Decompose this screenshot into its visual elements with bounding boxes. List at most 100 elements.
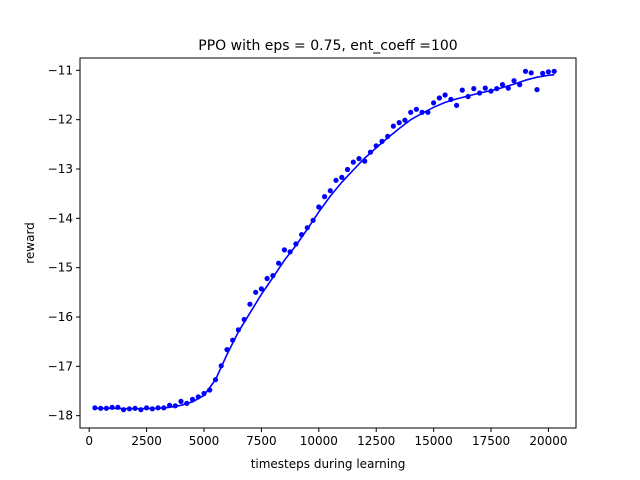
- data-point: [494, 86, 500, 92]
- x-tick-label: 15000: [415, 434, 453, 448]
- data-point: [482, 85, 488, 91]
- data-point: [511, 78, 517, 84]
- data-point: [287, 249, 293, 255]
- data-point: [322, 194, 328, 200]
- data-point: [310, 217, 316, 223]
- data-point: [362, 158, 368, 164]
- plot-frame: [79, 57, 577, 429]
- y-axis-label: reward: [23, 222, 37, 264]
- data-point: [121, 407, 127, 413]
- data-point: [528, 70, 534, 76]
- data-point: [436, 95, 442, 101]
- data-point: [477, 90, 483, 96]
- data-point: [138, 407, 144, 413]
- data-point: [344, 166, 351, 173]
- data-point: [178, 398, 184, 404]
- x-tick-label: 20000: [529, 434, 567, 448]
- data-point: [281, 247, 287, 253]
- data-point: [155, 405, 161, 411]
- data-point: [264, 275, 270, 282]
- data-point: [201, 390, 207, 397]
- data-point: [161, 405, 167, 411]
- data-point: [522, 68, 529, 74]
- x-axis: 0 2500 5000 7500 10000 12500 15000 17500 20000: [85, 428, 568, 448]
- data-point: [327, 188, 333, 194]
- data-point: [270, 273, 276, 279]
- data-point: [293, 241, 299, 247]
- y-tick-label: −15: [48, 261, 73, 275]
- data-point: [465, 93, 471, 100]
- x-tick-label: 7500: [246, 434, 277, 448]
- data-point: [379, 138, 385, 144]
- x-tick-label: 10000: [300, 434, 338, 448]
- data-point: [373, 143, 379, 149]
- data-point: [126, 406, 132, 412]
- y-tick-label: −16: [48, 310, 73, 324]
- data-point: [517, 82, 523, 88]
- x-tick-label: 12500: [357, 434, 395, 448]
- data-point: [488, 88, 494, 94]
- y-tick-label: −13: [48, 162, 73, 176]
- data-point: [505, 85, 511, 91]
- y-tick-label: −11: [48, 63, 73, 77]
- data-point: [149, 406, 155, 412]
- data-point: [396, 120, 402, 126]
- data-point: [534, 87, 540, 93]
- data-point: [247, 301, 253, 307]
- data-point: [408, 109, 414, 115]
- data-point: [276, 260, 282, 266]
- data-point: [316, 204, 322, 210]
- data-point: [230, 337, 236, 343]
- data-point: [339, 174, 345, 180]
- data-point: [304, 225, 310, 231]
- data-point: [454, 102, 460, 108]
- data-point: [545, 69, 552, 75]
- data-point: [235, 327, 241, 333]
- data-point: [207, 387, 213, 393]
- fit-curve-line: [94, 74, 555, 410]
- data-point: [184, 400, 190, 406]
- x-tick-label: 17500: [472, 434, 510, 448]
- data-point: [258, 286, 264, 292]
- data-point: [109, 404, 115, 410]
- data-point: [390, 123, 396, 129]
- data-point: [333, 177, 339, 183]
- x-tick-label: 0: [85, 434, 93, 448]
- data-point: [253, 289, 259, 295]
- y-tick-label: −17: [48, 359, 73, 373]
- y-tick-label: −12: [48, 113, 73, 127]
- data-point: [442, 92, 448, 98]
- data-point: [144, 405, 150, 411]
- data-point: [459, 87, 465, 93]
- y-tick-label: −14: [48, 211, 73, 225]
- data-point: [471, 86, 477, 92]
- data-point: [413, 106, 419, 112]
- data-point: [448, 96, 454, 102]
- data-point: [224, 347, 230, 353]
- data-point: [402, 117, 408, 123]
- data-point: [103, 405, 109, 411]
- data-point: [189, 396, 196, 402]
- data-point: [425, 109, 431, 115]
- data-point: [132, 405, 138, 411]
- data-point: [172, 403, 178, 409]
- chart-title: PPO with eps = 0.75, ent_coeff =100: [198, 38, 457, 54]
- data-point: [419, 109, 425, 115]
- data-point: [212, 377, 219, 383]
- data-point: [218, 363, 224, 369]
- plot-area: [92, 68, 557, 413]
- data-point: [499, 82, 506, 88]
- x-tick-label: 2500: [131, 434, 162, 448]
- data-point: [92, 405, 98, 411]
- data-point: [431, 100, 437, 106]
- data-point: [540, 70, 546, 76]
- data-point: [98, 405, 104, 411]
- data-point: [385, 133, 391, 139]
- data-point: [195, 394, 201, 400]
- x-axis-label: timesteps during learning: [251, 457, 406, 471]
- data-point: [167, 402, 173, 408]
- data-point: [115, 404, 121, 410]
- data-point: [350, 159, 356, 165]
